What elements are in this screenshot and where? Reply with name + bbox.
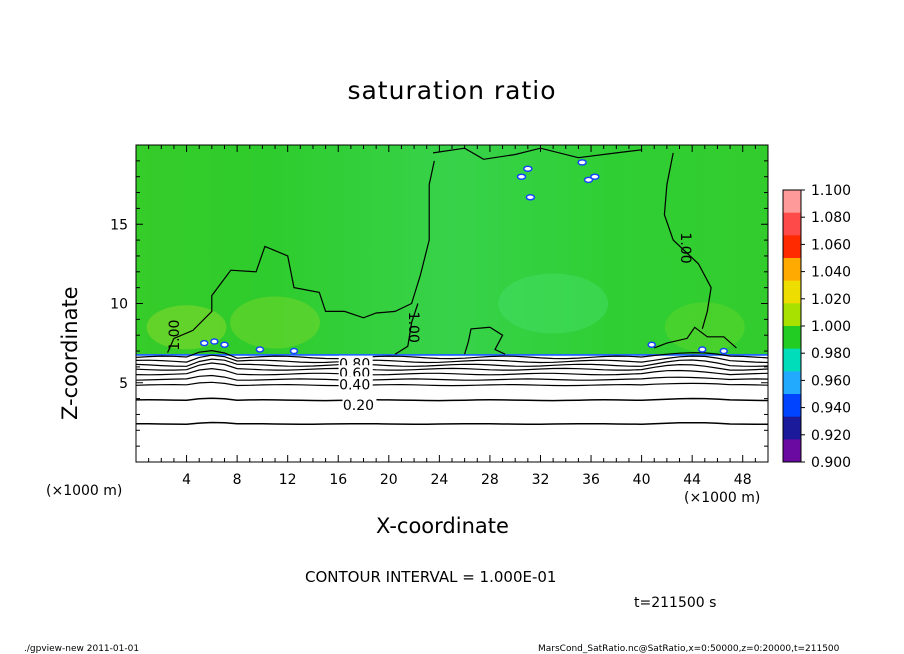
colorbar-swatch <box>783 348 801 372</box>
colorbar-label: 0.980 <box>811 346 851 362</box>
supersat-patch <box>230 296 321 349</box>
x-tick-label: 20 <box>380 472 398 488</box>
colorbar-label: 1.080 <box>811 210 851 226</box>
contour-interval-label: CONTOUR INTERVAL = 1.000E-01 <box>305 568 557 586</box>
contour-line <box>135 397 769 402</box>
colorbar-swatch <box>783 303 801 327</box>
colorbar-label: 0.960 <box>811 373 851 389</box>
chart-title: saturation ratio <box>347 76 557 105</box>
cloud-cell <box>719 347 729 355</box>
contour-label: 1.00 <box>167 320 183 351</box>
contour-line <box>135 374 769 381</box>
colorbar-label: 1.020 <box>811 292 851 308</box>
contour-label: 1.00 <box>677 232 693 263</box>
contour-line <box>135 421 768 425</box>
cloud-cell <box>210 338 219 345</box>
contour-line-1.00 <box>394 303 419 355</box>
cloud-cell <box>647 341 656 348</box>
contour-label: 1.00 <box>405 312 421 343</box>
cloud-cell <box>583 176 594 184</box>
x-tick-label: 32 <box>532 472 550 488</box>
contour-label-bg <box>338 376 373 392</box>
cloud-cell <box>255 346 265 353</box>
contour-line-1.00 <box>464 326 506 355</box>
cloud-cell <box>516 173 527 180</box>
x-axis-label: X-coordinate <box>376 514 509 538</box>
colorbar-swatch <box>783 416 801 440</box>
x-tick-label: 48 <box>734 472 752 488</box>
cloud-cell <box>523 165 533 173</box>
x-tick-label: 24 <box>430 472 448 488</box>
x-axis-unit: (×1000 m) <box>684 490 761 506</box>
contour-label: 0.20 <box>343 398 374 414</box>
cloud-cell <box>200 339 209 347</box>
contour-line <box>135 358 769 367</box>
colorbar-label: 1.100 <box>811 183 851 199</box>
contour-line <box>135 354 769 364</box>
y-tick-label: 10 <box>110 297 128 313</box>
footer-right: MarsCond_SatRatio.nc@SatRatio,x=0:50000,… <box>538 644 840 654</box>
x-tick-label: 28 <box>481 472 499 488</box>
colorbar-swatch <box>783 394 801 418</box>
y-axis-unit: (×1000 m) <box>46 483 123 499</box>
cloud-cell <box>577 159 587 166</box>
y-tick-label: 15 <box>110 217 128 233</box>
x-tick-label: 16 <box>329 472 347 488</box>
colorbar-swatch <box>783 371 801 395</box>
x-tick-label: 12 <box>279 472 297 488</box>
contour-line <box>135 349 769 360</box>
colorbar-swatch <box>783 258 801 282</box>
contour-line-1.00 <box>663 152 712 330</box>
time-label: t=211500 s <box>634 595 717 611</box>
cloud-cell <box>525 194 536 201</box>
colorbar-swatch <box>783 439 801 463</box>
colorbar-label: 0.900 <box>811 455 851 471</box>
y-tick-label: 5 <box>119 376 128 392</box>
colorbar-label: 0.940 <box>811 401 851 417</box>
cloud-cell <box>590 173 600 180</box>
contour-line-1.00 <box>432 147 642 160</box>
contour-label-bg <box>342 396 377 412</box>
x-tick-label: 40 <box>633 472 651 488</box>
colorbar-swatch <box>783 212 801 236</box>
colorbar-label: 0.920 <box>811 428 851 444</box>
x-tick-label: 4 <box>182 472 191 488</box>
colorbar-swatch <box>783 235 801 259</box>
contour-line-1.00 <box>653 326 737 349</box>
contour-line-1.00 <box>167 160 435 353</box>
colorbar-swatch <box>783 280 801 304</box>
colorbar-label: 1.060 <box>811 237 851 253</box>
colorbar-swatch <box>783 190 801 214</box>
colorbar-label: 1.040 <box>811 265 851 281</box>
subsat-patch <box>498 273 609 334</box>
contour-line <box>135 381 769 387</box>
supersat-patch <box>664 302 745 353</box>
x-tick-label: 44 <box>683 472 701 488</box>
cloud-cell <box>220 341 229 348</box>
colorbar-label: 1.000 <box>811 319 851 335</box>
x-tick-label: 36 <box>582 472 600 488</box>
contour-label: 0.40 <box>339 377 370 393</box>
contour-line <box>135 367 769 376</box>
cloud-cell <box>698 346 707 353</box>
contour-line <box>135 362 769 371</box>
y-axis-label: Z-coordinate <box>58 286 82 420</box>
cloud-cell <box>289 347 299 355</box>
x-tick-label: 8 <box>233 472 242 488</box>
footer-left: ./gpview-new 2011-01-01 <box>24 644 140 654</box>
colorbar-swatch <box>783 326 801 350</box>
